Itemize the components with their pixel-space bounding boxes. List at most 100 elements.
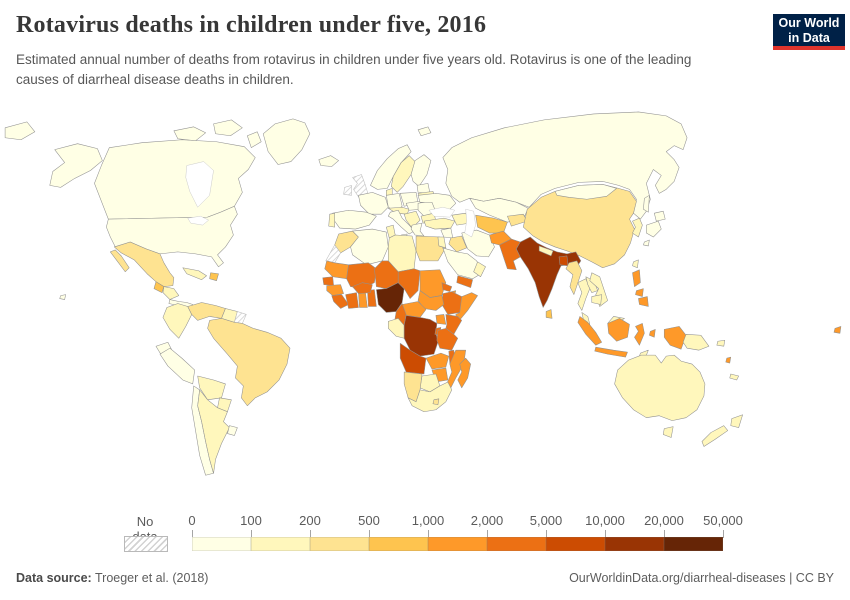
country-algeria[interactable] bbox=[350, 228, 389, 266]
country-zambia[interactable] bbox=[425, 352, 450, 370]
country-greenland[interactable] bbox=[262, 118, 311, 165]
country-fiji[interactable] bbox=[833, 326, 842, 334]
country-australia[interactable] bbox=[614, 354, 706, 421]
country-usa-hawaii[interactable] bbox=[59, 294, 66, 300]
country-cambodia[interactable] bbox=[591, 294, 602, 305]
country-italy[interactable] bbox=[387, 209, 415, 235]
country-indonesia-papua[interactable] bbox=[663, 326, 687, 350]
country-cuba[interactable] bbox=[182, 267, 207, 280]
country-tanzania[interactable] bbox=[436, 328, 459, 351]
country-yemen[interactable] bbox=[456, 275, 473, 288]
country-greece[interactable] bbox=[410, 222, 425, 237]
country-koreas[interactable] bbox=[632, 217, 643, 238]
country-canada-arctic1[interactable] bbox=[173, 126, 206, 141]
country-ireland[interactable] bbox=[343, 185, 352, 196]
country-oman[interactable] bbox=[473, 261, 486, 277]
country-nepal[interactable] bbox=[538, 245, 554, 257]
country-dr-congo[interactable] bbox=[403, 315, 439, 357]
country-south-africa[interactable] bbox=[407, 381, 453, 412]
country-canada-arctic2[interactable] bbox=[213, 119, 243, 137]
country-australia-tasmania[interactable] bbox=[662, 426, 674, 438]
country-angola[interactable] bbox=[399, 342, 427, 375]
legend-segment[interactable] bbox=[251, 537, 310, 551]
country-bangladesh[interactable] bbox=[558, 255, 569, 267]
owid-logo[interactable]: Our World in Data bbox=[773, 14, 845, 50]
country-svalbard[interactable] bbox=[417, 126, 432, 137]
country-indonesia-kalimantan[interactable] bbox=[607, 318, 630, 342]
country-pakistan[interactable] bbox=[499, 238, 521, 271]
country-mongolia[interactable] bbox=[554, 184, 617, 200]
country-mexico-baja[interactable] bbox=[110, 249, 130, 273]
country-burkina-faso[interactable] bbox=[352, 282, 373, 294]
country-solomon-islands[interactable] bbox=[716, 339, 726, 347]
country-canada[interactable] bbox=[94, 139, 256, 220]
country-uruguay[interactable] bbox=[227, 425, 238, 436]
country-new-zealand-north[interactable] bbox=[730, 414, 743, 428]
country-indonesia-java[interactable] bbox=[594, 346, 628, 358]
country-lesotho[interactable] bbox=[432, 398, 440, 406]
country-south-sudan[interactable] bbox=[417, 290, 445, 311]
country-taiwan[interactable] bbox=[632, 259, 639, 269]
country-russia[interactable] bbox=[442, 111, 688, 220]
country-usa-alaska[interactable] bbox=[49, 143, 103, 188]
country-iraq[interactable] bbox=[448, 235, 467, 253]
country-japan-kyushu[interactable] bbox=[643, 239, 650, 247]
legend-segment[interactable] bbox=[487, 537, 546, 551]
country-new-caledonia[interactable] bbox=[729, 373, 739, 381]
country-indonesia-moluccas[interactable] bbox=[649, 329, 656, 338]
country-indonesia-sumatra[interactable] bbox=[577, 316, 602, 346]
country-canada-arctic3[interactable] bbox=[247, 131, 262, 148]
country-philippines-visayas[interactable] bbox=[635, 288, 644, 297]
country-bolivia[interactable] bbox=[197, 375, 226, 401]
country-mexico[interactable] bbox=[114, 241, 175, 287]
legend-segment[interactable] bbox=[310, 537, 369, 551]
legend-segment[interactable] bbox=[428, 537, 487, 551]
legend-no-data-swatch[interactable] bbox=[124, 536, 168, 552]
country-france[interactable] bbox=[358, 192, 389, 215]
country-japan-hokkaido[interactable] bbox=[654, 210, 666, 222]
legend-segment[interactable] bbox=[664, 537, 723, 551]
country-finland[interactable] bbox=[410, 154, 432, 187]
country-colombia[interactable] bbox=[162, 303, 192, 339]
country-portugal[interactable] bbox=[328, 212, 335, 228]
country-mauritania[interactable] bbox=[324, 260, 349, 279]
legend-segment[interactable] bbox=[369, 537, 428, 551]
country-sri-lanka[interactable] bbox=[545, 309, 553, 319]
country-eritrea[interactable] bbox=[441, 282, 453, 292]
country-russia-sakhalin[interactable] bbox=[643, 195, 650, 213]
country-vanuatu[interactable] bbox=[725, 356, 732, 364]
country-togo-benin[interactable] bbox=[367, 289, 377, 307]
country-spain[interactable] bbox=[332, 209, 377, 230]
country-iran[interactable] bbox=[461, 229, 495, 258]
country-brazil[interactable] bbox=[207, 318, 291, 407]
legend-segment[interactable] bbox=[192, 537, 251, 551]
country-japan-honshu[interactable] bbox=[646, 220, 662, 238]
legend-segment[interactable] bbox=[546, 537, 605, 551]
country-vietnam[interactable] bbox=[589, 272, 608, 307]
country-russia-wrap[interactable] bbox=[4, 121, 36, 141]
country-indonesia-sulawesi[interactable] bbox=[634, 323, 645, 346]
country-guatemala[interactable] bbox=[153, 281, 165, 293]
country-india[interactable] bbox=[516, 236, 582, 308]
country-cote-divoire[interactable] bbox=[345, 292, 359, 309]
license-link[interactable]: OurWorldinData.org/diarrheal-diseases | … bbox=[569, 571, 834, 585]
country-venezuela[interactable] bbox=[187, 302, 226, 321]
country-honduras-nicaragua[interactable] bbox=[162, 286, 180, 300]
country-hispaniola[interactable] bbox=[209, 272, 219, 281]
country-somalia[interactable] bbox=[455, 292, 478, 323]
country-argentina[interactable] bbox=[197, 389, 230, 474]
country-nigeria[interactable] bbox=[376, 282, 405, 313]
country-norway[interactable] bbox=[370, 144, 412, 190]
country-guinea[interactable] bbox=[326, 284, 344, 296]
country-philippines-mindanao[interactable] bbox=[638, 296, 649, 307]
country-madagascar[interactable] bbox=[457, 357, 471, 389]
country-papua-new-guinea[interactable] bbox=[682, 334, 710, 351]
country-uganda[interactable] bbox=[435, 314, 447, 325]
country-iceland[interactable] bbox=[318, 155, 339, 167]
country-ghana[interactable] bbox=[358, 292, 368, 308]
country-israel-jordan[interactable] bbox=[437, 236, 447, 249]
country-peru[interactable] bbox=[159, 347, 195, 385]
country-chad[interactable] bbox=[397, 268, 421, 299]
country-philippines-luzon[interactable] bbox=[632, 269, 641, 287]
country-sierra-leone-liberia[interactable] bbox=[331, 294, 349, 309]
